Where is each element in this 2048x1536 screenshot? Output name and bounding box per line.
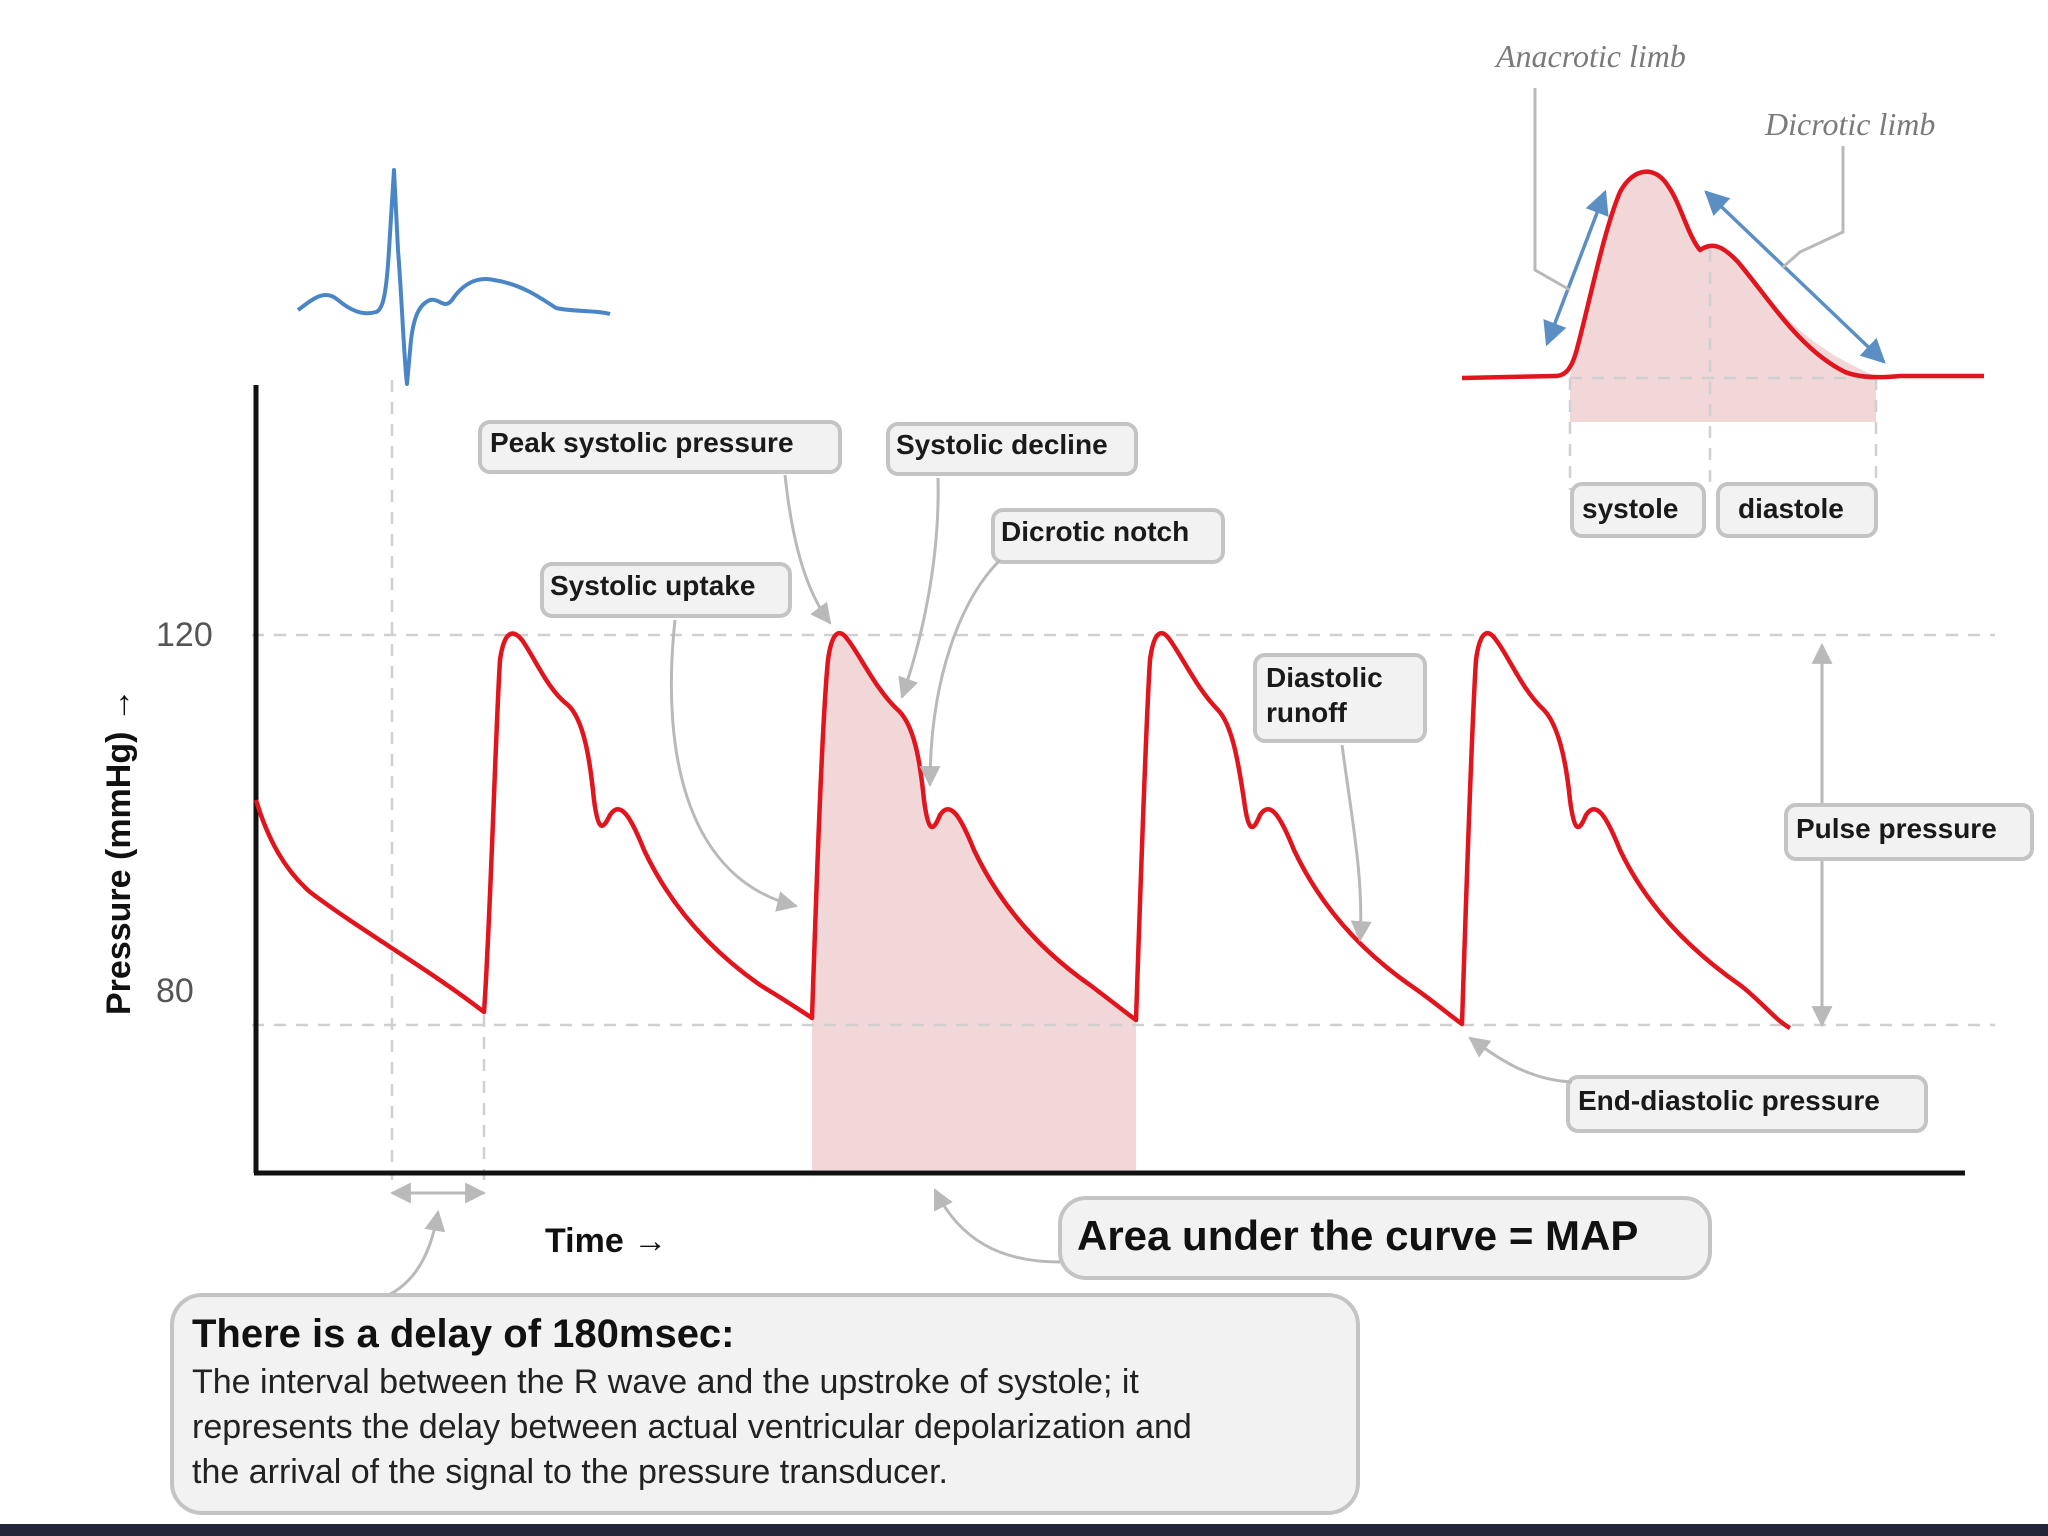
label-map: Area under the curve = MAP <box>1058 1196 1712 1280</box>
label-diastolic-runoff: Diastolic runoff <box>1253 653 1427 743</box>
pointer-systolic-uptake <box>669 619 799 912</box>
inset-anacrotic-arrow <box>1543 189 1609 347</box>
svg-text:Dicrotic notch: Dicrotic notch <box>1001 516 1189 547</box>
x-axis-title: Time → <box>545 1222 667 1260</box>
ecg-trace <box>296 168 611 386</box>
y-tick-80: 80 <box>156 972 194 1010</box>
pointer-systolic-decline <box>898 477 940 699</box>
inset-dicrotic-arrow <box>1704 190 1886 364</box>
pointer-map <box>933 1188 1061 1264</box>
svg-text:systole: systole <box>1582 493 1679 524</box>
svg-text:runoff: runoff <box>1266 697 1348 728</box>
svg-text:Pulse pressure: Pulse pressure <box>1796 813 1997 844</box>
svg-text:End-diastolic pressure: End-diastolic pressure <box>1578 1085 1880 1116</box>
label-end-diastolic: End-diastolic pressure <box>1566 1075 1928 1133</box>
label-peak-systolic: Peak systolic pressure <box>478 420 842 474</box>
pointer-end-diastolic <box>1468 1036 1573 1084</box>
pointer-diastolic-runoff <box>1340 744 1372 943</box>
delay-note-line1: The interval between the R wave and the … <box>192 1363 1139 1401</box>
svg-text:Systolic uptake: Systolic uptake <box>550 570 755 601</box>
label-systolic-uptake: Systolic uptake <box>540 562 792 618</box>
bottom-bar <box>0 1524 2048 1536</box>
label-pulse-pressure: Pulse pressure <box>1784 803 2034 861</box>
inset-anacrotic-label: Anacrotic limb <box>1494 38 1686 74</box>
inset-diastole-label: diastole <box>1716 482 1878 538</box>
pointer-peak-systolic <box>783 474 832 625</box>
pointer-dicrotic-notch <box>919 558 1002 788</box>
delay-note-box: There is a delay of 180msec: The interva… <box>170 1293 1360 1515</box>
inset-dicrotic-leader <box>1781 146 1845 270</box>
inset-systole-label: systole <box>1570 482 1706 538</box>
map-shaded-area <box>812 633 1136 1170</box>
svg-text:Diastolic: Diastolic <box>1266 662 1383 693</box>
inset-shaded-area <box>1570 376 1876 422</box>
arterial-pressure-waveform <box>253 630 1792 1030</box>
inset-anacrotic-leader <box>1533 88 1571 292</box>
svg-text:Systolic decline: Systolic decline <box>896 429 1108 460</box>
y-tick-120: 120 <box>156 616 213 654</box>
svg-text:Peak systolic pressure: Peak systolic pressure <box>490 427 794 458</box>
svg-text:diastole: diastole <box>1738 493 1844 524</box>
delay-note-line2: represents the delay between actual vent… <box>192 1408 1192 1446</box>
label-systolic-decline: Systolic decline <box>886 422 1138 476</box>
y-axis-title: Pressure (mmHg) → <box>100 688 138 1015</box>
delay-note-title: There is a delay of 180msec: <box>192 1312 735 1356</box>
inset-waveform: Anacrotic limb Dicrotic limb systole dia… <box>1461 38 1984 538</box>
delay-note-line3: the arrival of the signal to the pressur… <box>192 1453 948 1491</box>
inset-dicrotic-label: Dicrotic limb <box>1764 106 1935 142</box>
map-text: Area under the curve = MAP <box>1077 1212 1638 1259</box>
label-dicrotic-notch: Dicrotic notch <box>991 508 1225 564</box>
pointer-delay <box>369 1209 446 1304</box>
